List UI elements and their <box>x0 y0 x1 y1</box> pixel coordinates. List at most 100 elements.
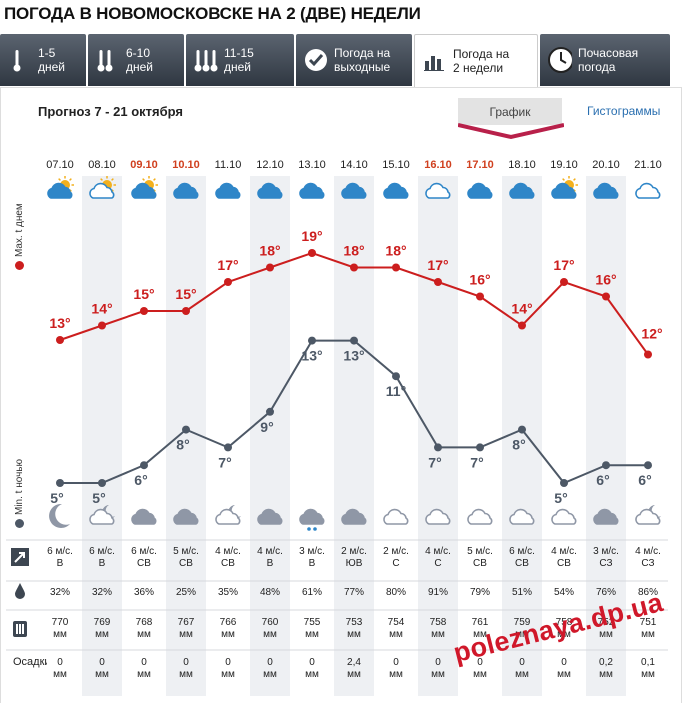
day-temp-point <box>518 321 526 330</box>
humidity-cell: 61% <box>293 587 331 599</box>
double-thermometer-icon <box>96 47 120 73</box>
histogram-view-link[interactable]: Гистограммы <box>587 104 661 118</box>
humidity-cell: 32% <box>41 587 79 599</box>
tab-6[interactable]: Почасовая погода <box>540 34 670 86</box>
day-temp-value-label: 16° <box>469 272 490 288</box>
tab-2[interactable]: 6-10 дней <box>88 34 184 86</box>
humidity-cell: 54% <box>545 587 583 599</box>
pressure-cell-line: мм <box>641 629 655 640</box>
humidity-cell-line: 54% <box>553 587 574 598</box>
day-temp-point <box>560 278 568 286</box>
cloud-icon <box>215 182 241 199</box>
night-temp-point <box>434 443 442 452</box>
night-temp-value-label: 13° <box>301 348 322 364</box>
date-label: 20.10 <box>592 159 620 171</box>
tab-label: 1-5 дней <box>38 46 66 74</box>
day-temp-value-label: 19° <box>301 228 322 244</box>
tab-label: 11-15 дней <box>224 46 254 74</box>
wind-cell: 6 м/с. СВ <box>503 546 541 570</box>
tab-4[interactable]: Погода на выходные <box>296 34 412 86</box>
moon-icon <box>49 503 70 528</box>
night-temp-value-label: 6° <box>134 472 147 488</box>
wind-cell-line: 6 м/с. <box>47 546 73 557</box>
day-temp-value-label: 18° <box>259 243 280 259</box>
pressure-cell-line: 755 <box>303 617 321 628</box>
column-stripe <box>586 176 626 696</box>
active-view-indicator <box>458 123 564 140</box>
cloud-sun-icon <box>131 176 158 199</box>
precip-cell-line: 0,2 <box>599 657 613 668</box>
wind-cell-line: СЗ <box>599 558 613 569</box>
precip-cell-line: мм <box>221 669 235 680</box>
cloud-icon <box>383 182 409 199</box>
wind-cell-line: 4 м/с. <box>551 546 577 557</box>
wind-cell: 4 м/с. С <box>419 546 457 570</box>
pressure-cell-line: мм <box>431 629 445 640</box>
humidity-cell: 77% <box>335 587 373 599</box>
wind-cell-line: В <box>98 558 106 569</box>
pressure-cell-line: мм <box>473 629 487 640</box>
night-temp-point <box>644 461 652 470</box>
tab-label: 6-10 дней <box>126 46 154 74</box>
pressure-cell-line: 758 <box>429 617 447 628</box>
pressure-cell-line: мм <box>599 629 613 640</box>
pressure-cell-line: мм <box>221 629 235 640</box>
date-label: 21.10 <box>634 159 662 171</box>
date-label: 09.10 <box>130 159 158 171</box>
column-stripe <box>418 176 458 696</box>
pressure-gauge-icon <box>11 620 29 638</box>
date-label: 15.10 <box>382 159 410 171</box>
pressure-cell-line: мм <box>347 629 361 640</box>
wind-cell-line: С <box>434 558 442 569</box>
cloud-sun-icon <box>47 176 74 199</box>
pressure-cell: 755 мм <box>293 617 331 641</box>
wind-cell-line: ЮВ <box>345 558 363 569</box>
pressure-cell-line: 759 <box>513 617 531 628</box>
tab-5[interactable]: Погода на 2 недели <box>414 34 538 87</box>
wind-cell-line: 5 м/с. <box>173 546 199 557</box>
cloud-icon <box>173 508 199 525</box>
humidity-cell-line: 79% <box>469 587 490 598</box>
humidity-cell: 32% <box>83 587 121 599</box>
pressure-cell-line: мм <box>305 629 319 640</box>
day-temp-value-label: 18° <box>385 243 406 259</box>
day-temp-value-label: 18° <box>343 243 364 259</box>
precip-cell-line: мм <box>557 669 571 680</box>
night-temp-point <box>560 479 568 487</box>
date-label: 07.10 <box>46 159 74 171</box>
date-label: 13.10 <box>298 159 326 171</box>
tab-1[interactable]: 1-5 дней <box>0 34 86 86</box>
cloud-sun-outline-icon <box>89 176 116 199</box>
precip-cell-line: 0,1 <box>641 657 655 668</box>
precip-cell: 0 мм <box>41 657 79 681</box>
night-temp-value-label: 7° <box>470 454 483 470</box>
wind-cell-line: 5 м/с. <box>467 546 493 557</box>
precip-cell-line: мм <box>515 669 529 680</box>
bar-chart-icon <box>423 48 447 74</box>
night-temp-value-label: 5° <box>554 490 567 506</box>
humidity-cell-line: 91% <box>427 587 448 598</box>
precip-cell: 2,4 мм <box>335 657 373 681</box>
night-temp-point <box>98 479 106 487</box>
humidity-cell-line: 25% <box>175 587 196 598</box>
wind-cell: 4 м/с. СВ <box>545 546 583 570</box>
wind-cell-line: С <box>392 558 400 569</box>
humidity-cell-line: 77% <box>343 587 364 598</box>
graph-view-button[interactable]: График <box>458 98 562 125</box>
pressure-cell: 758 мм <box>419 617 457 641</box>
night-temp-value-label: 7° <box>218 454 231 470</box>
humidity-cell: 79% <box>461 587 499 599</box>
precip-cell-line: 0 <box>393 657 399 668</box>
pressure-cell-line: 758 <box>555 617 573 628</box>
wind-cell: 2 м/с. С <box>377 546 415 570</box>
precip-cell-line: 0 <box>267 657 273 668</box>
night-temp-point <box>476 443 484 452</box>
pressure-cell: 754 мм <box>377 617 415 641</box>
day-temp-value-label: 17° <box>553 257 574 273</box>
tab-3[interactable]: 11-15 дней <box>186 34 294 86</box>
day-temp-point <box>476 292 484 301</box>
pressure-cell: 768 мм <box>125 617 163 641</box>
day-temp-value-label: 17° <box>427 257 448 273</box>
date-label: 10.10 <box>172 159 200 171</box>
date-label: 08.10 <box>88 159 116 171</box>
